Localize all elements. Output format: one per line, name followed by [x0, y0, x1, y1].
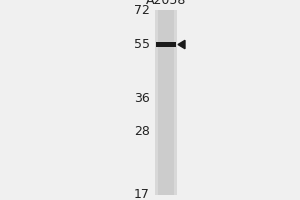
- Text: 55: 55: [134, 38, 150, 51]
- Text: 36: 36: [134, 92, 150, 105]
- Bar: [158, 10, 174, 195]
- Text: 72: 72: [134, 3, 150, 17]
- Text: 28: 28: [134, 125, 150, 138]
- Polygon shape: [178, 40, 185, 49]
- Text: 17: 17: [134, 188, 150, 200]
- Bar: [155, 10, 177, 195]
- Text: A2058: A2058: [146, 0, 186, 7]
- Bar: [156, 42, 176, 47]
